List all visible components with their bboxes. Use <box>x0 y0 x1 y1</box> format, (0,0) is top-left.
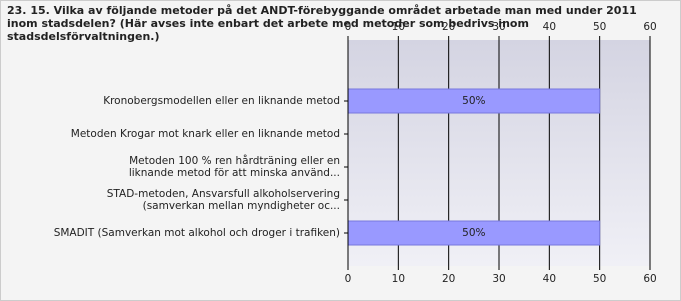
bar <box>347 220 601 246</box>
x-tick-label-bottom: 60 <box>643 273 656 285</box>
value-label: 50% <box>462 227 485 239</box>
bar <box>347 88 601 114</box>
chart-title: 23. 15. Vilka av följande metoder på det… <box>7 4 637 43</box>
x-tick-label-top: 20 <box>442 21 455 33</box>
y-tick-label: SMADIT (Samverkan mot alkohol och droger… <box>53 227 340 239</box>
x-tick-label-bottom: 30 <box>492 273 505 285</box>
value-label: 50% <box>462 95 485 107</box>
x-tick-label-bottom: 10 <box>392 273 405 285</box>
y-tick-label: Metoden Krogar mot knark eller en liknan… <box>70 128 340 140</box>
x-tick-label-top: 40 <box>543 21 556 33</box>
y-tick-label: Kronobergsmodellen eller en liknande met… <box>103 95 340 107</box>
x-tick-label-bottom: 0 <box>345 273 352 285</box>
x-tick-label-top: 0 <box>345 21 352 33</box>
x-tick-label-bottom: 20 <box>442 273 455 285</box>
x-tick-label-bottom: 50 <box>593 273 606 285</box>
y-tick-label: STAD-metoden, Ansvarsfull alkoholserveri… <box>106 188 340 212</box>
x-tick-label-top: 30 <box>492 21 505 33</box>
x-tick-label-top: 10 <box>392 21 405 33</box>
x-tick-label-top: 50 <box>593 21 606 33</box>
x-tick-label-top: 60 <box>643 21 656 33</box>
x-tick-label-bottom: 40 <box>543 273 556 285</box>
y-tick-label: Metoden 100 % ren hårdträning eller en l… <box>128 155 340 179</box>
